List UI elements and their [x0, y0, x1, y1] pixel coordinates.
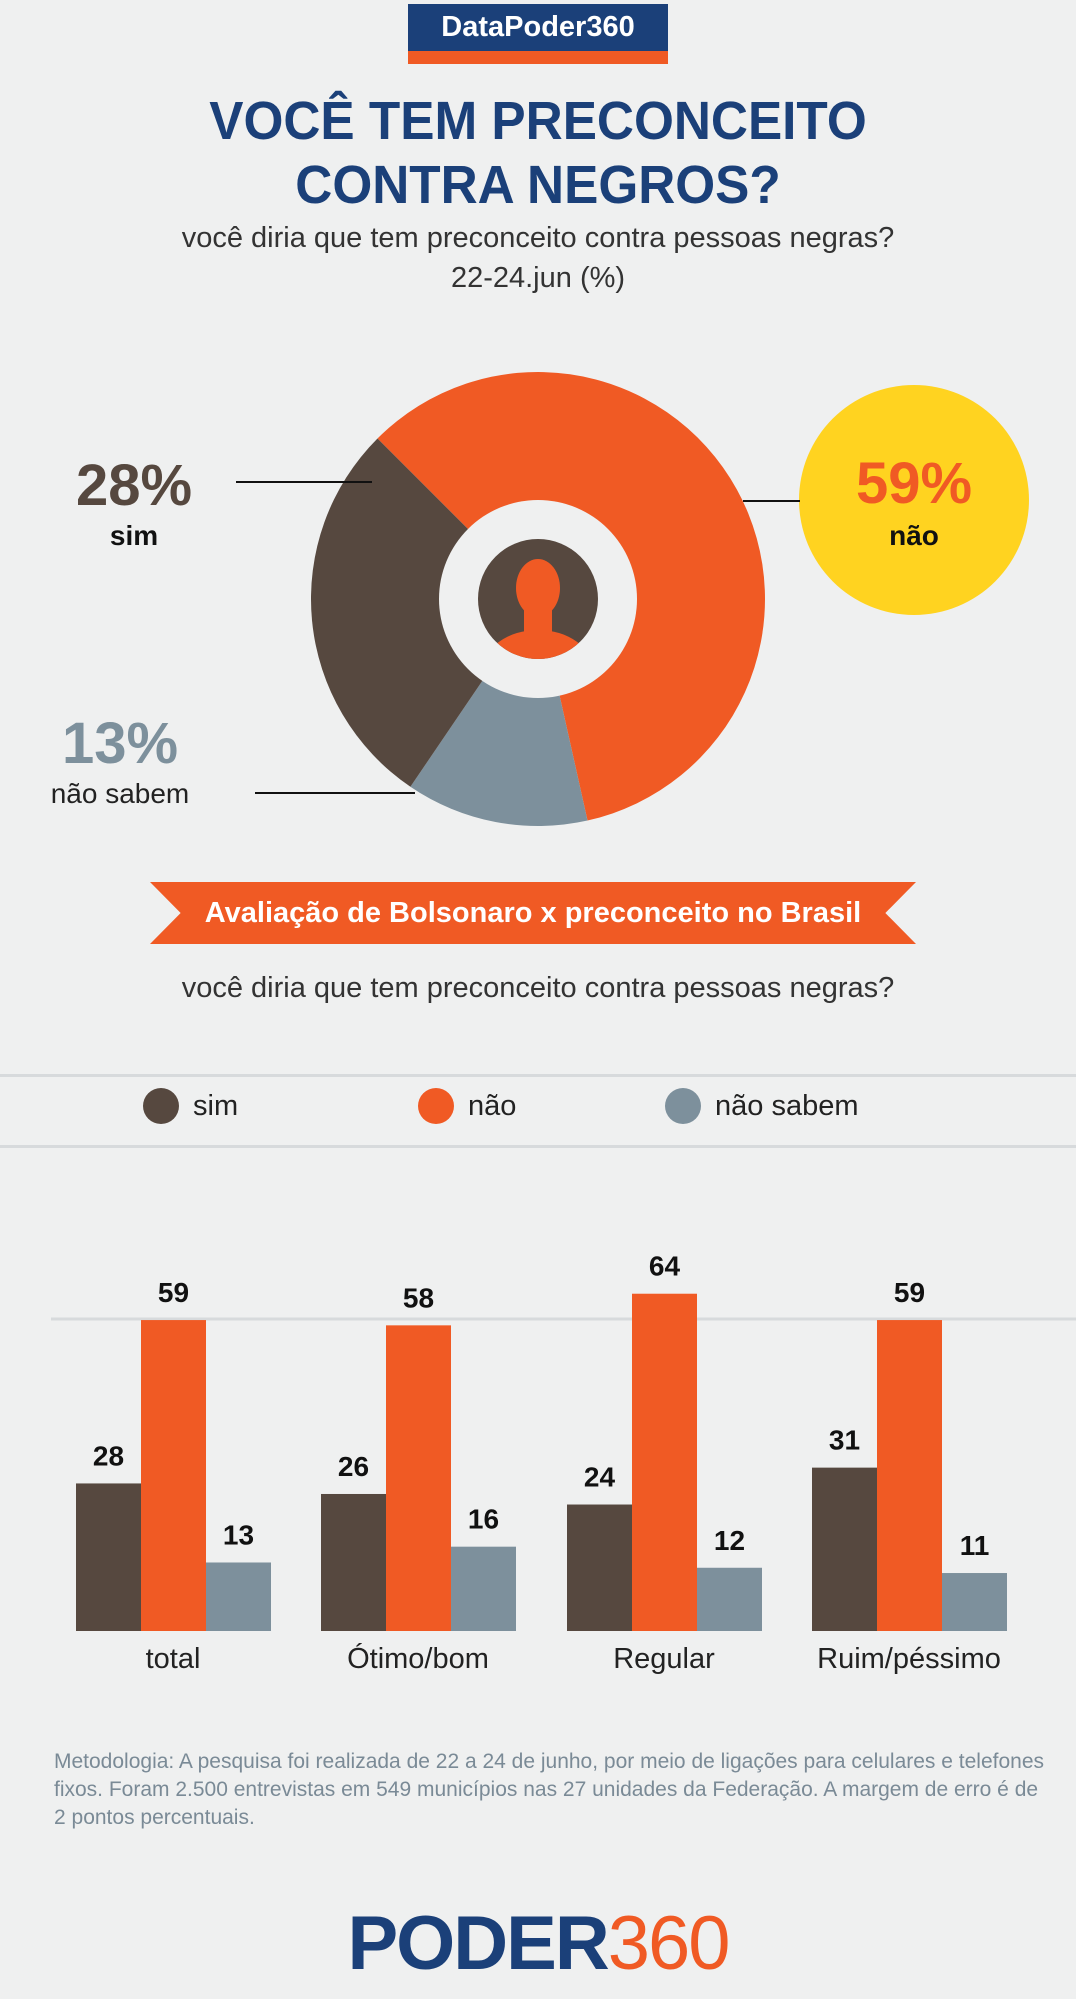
bar-nao-sabem	[942, 1573, 1007, 1631]
bar-value-label: 16	[468, 1504, 499, 1535]
sim-percent: 28%	[75, 453, 193, 518]
date-label: 22-24.jun (%)	[450, 262, 626, 294]
title-line-1: VOCÊ TEM PRECONCEITO	[209, 91, 867, 151]
nao-sabem-percent: 13%	[61, 711, 179, 776]
bar-value-label: 59	[158, 1277, 189, 1308]
bar-sim	[812, 1467, 877, 1631]
highlight-circle	[799, 385, 1029, 615]
legend-nao-sabem: não sabem	[665, 1088, 859, 1124]
title-line-2: CONTRA NEGROS?	[295, 155, 781, 215]
bar-value-label: 58	[403, 1282, 434, 1313]
bar-nao	[877, 1320, 942, 1631]
brand-underline	[408, 51, 668, 64]
bar-nao	[386, 1325, 451, 1631]
bar-value-label: 12	[714, 1525, 745, 1556]
poder360-logo: PODER360	[0, 1900, 1076, 1987]
sim-label: sim	[109, 520, 159, 551]
bar-value-label: 31	[829, 1425, 860, 1456]
bar-value-label: 26	[338, 1451, 369, 1482]
legend-dot-nao	[418, 1088, 454, 1124]
logo-part-2: 360	[607, 1901, 731, 1986]
nao-percent: 59%	[855, 451, 973, 516]
legend-sim: sim	[143, 1088, 238, 1124]
sim-leader-line	[236, 481, 372, 483]
bar-value-label: 28	[93, 1440, 124, 1471]
bar-nao-sabem	[206, 1562, 271, 1631]
category-label: Regular	[613, 1643, 715, 1675]
nao-leader-line	[743, 500, 800, 502]
category-label: total	[145, 1643, 201, 1675]
bar-nao	[632, 1293, 697, 1631]
legend-dot-sim	[143, 1088, 179, 1124]
bar-nao-sabem	[697, 1567, 762, 1631]
legend-dot-nao-sabem	[665, 1088, 701, 1124]
bar-sim	[76, 1483, 141, 1631]
section-question: você diria que tem preconceito contra pe…	[181, 972, 895, 1004]
bar-value-label: 11	[960, 1530, 990, 1561]
brand-badge: DataPoder360	[408, 4, 668, 51]
category-label: Ruim/péssimo	[817, 1643, 1001, 1675]
bar-nao	[141, 1320, 206, 1631]
logo-part-1: PODER	[347, 1901, 609, 1986]
legend-label: sim	[193, 1089, 239, 1122]
nao-label: não	[889, 520, 939, 551]
category-label: Ótimo/bom	[347, 1643, 489, 1675]
nao-sabem-leader-line	[255, 792, 415, 794]
legend-label: não sabem	[715, 1089, 859, 1122]
page-title: VOCÊ TEM PRECONCEITO CONTRA NEGROS?	[27, 89, 1049, 217]
bar-value-label: 64	[649, 1251, 681, 1282]
bar-sim	[321, 1493, 386, 1631]
question: você diria que tem preconceito contra pe…	[181, 222, 895, 254]
bar-chart: 28 59 13 26 58 16 24 64 12 31 59 11	[51, 1251, 1076, 1631]
donut-chart	[311, 371, 766, 826]
bar-value-label: 13	[223, 1519, 254, 1550]
bar-value-label: 24	[584, 1462, 616, 1493]
bar-nao-sabem	[451, 1546, 516, 1631]
bar-value-label: 59	[894, 1277, 925, 1308]
section-banner: Avaliação de Bolsonaro x preconceito no …	[150, 882, 916, 944]
methodology-note: Metodologia: A pesquisa foi realizada de…	[54, 1750, 1045, 1829]
bar-sim	[567, 1504, 632, 1631]
nao-sabem-label: não sabem	[50, 778, 190, 809]
person-silhouette-icon	[483, 559, 593, 659]
legend-divider-bottom	[0, 1145, 1076, 1148]
pie-slice-sim	[311, 438, 538, 787]
legend-divider-top	[0, 1074, 1076, 1077]
legend-nao: não	[418, 1088, 516, 1124]
legend-label: não	[468, 1089, 517, 1122]
